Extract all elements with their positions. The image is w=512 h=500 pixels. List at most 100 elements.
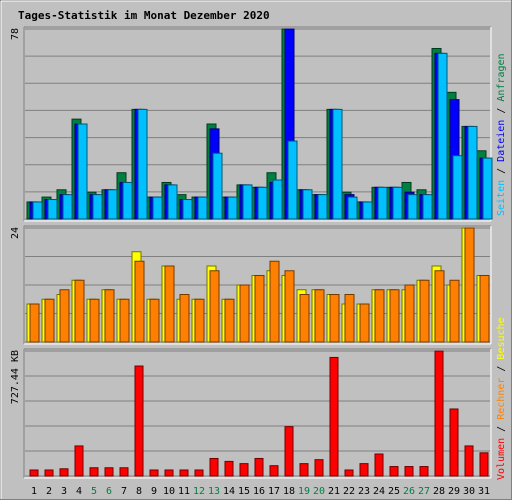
legend-volumen: Volumen <box>496 438 507 480</box>
legend-besuche: Besuche <box>496 317 507 359</box>
bar-rechner-day-8: 8: 17 <box>134 260 145 343</box>
bar-seiten-day-23: 23: 7 <box>362 201 373 220</box>
bar-rechner-day-5: 5: 9 <box>89 298 100 343</box>
x-tick-day-28: 28 <box>433 486 445 497</box>
bar-rechner-day-11: 11: 10 <box>179 294 190 343</box>
series-rechner: 1: 8 2: 9 3: 11 4: 13 5: 9 6: 11 7: 9 8: 17 9: 9… <box>29 227 490 343</box>
x-tick-day-7: 7 <box>121 486 127 497</box>
bar-seiten-day-4: 4: 39 <box>77 123 88 220</box>
chart-title: Tages-Statistik im Monat Dezember 2020 <box>18 9 270 22</box>
x-tick-day-4: 4 <box>76 486 82 497</box>
bar-seiten-day-20: 20: 10 <box>317 194 328 220</box>
bar-volumen-day-28: 28: 727 <box>434 350 444 477</box>
x-tick-day-21: 21 <box>328 486 340 497</box>
bar-rechner-day-16: 16: 14 <box>254 275 265 343</box>
bar-seiten-day-19: 19: 12 <box>302 189 313 220</box>
panel-hits: 781: 72: 93: 124: 415: 116: 127: 198: 45… <box>10 26 493 222</box>
bar-volumen-day-27: 27: 55 <box>419 466 429 477</box>
series-seiten: 1: 7 2: 8 3: 10 4: 39 5: 10 6: 12 7: 15 8: 45 9:… <box>32 52 493 220</box>
series-volumen: 1: 35 2: 35 3: 42 4: 175 5: 48 6: 48 7: 48 8: 6… <box>29 350 489 477</box>
x-tick-day-12: 12 <box>193 486 205 497</box>
bar-rechner-day-1: 1: 8 <box>29 303 40 343</box>
legend-volume-visits: Volumen / Rechner / Besuche <box>496 317 507 480</box>
bar-seiten-day-6: 6: 12 <box>107 189 118 220</box>
bar-seiten-day-3: 3: 10 <box>62 194 73 220</box>
bar-volumen-day-6: 6: 48 <box>104 467 114 477</box>
panels: 781: 72: 93: 124: 415: 116: 127: 198: 45… <box>10 26 493 479</box>
x-tick-day-17: 17 <box>268 486 280 497</box>
x-tick-day-2: 2 <box>46 486 52 497</box>
x-tick-day-9: 9 <box>151 486 157 497</box>
bar-rechner-day-27: 27: 13 <box>419 279 430 343</box>
x-tick-day-31: 31 <box>478 486 490 497</box>
bar-volumen-day-9: 9: 35 <box>149 469 159 477</box>
bar-seiten-day-24: 24: 13 <box>377 186 388 220</box>
bar-seiten-day-8: 8: 45 <box>137 108 148 220</box>
bar-seiten-day-27: 27: 10 <box>422 194 433 220</box>
x-tick-day-1: 1 <box>31 486 37 497</box>
x-tick-day-8: 8 <box>136 486 142 497</box>
bar-volumen-day-30: 30: 175 <box>464 445 474 477</box>
bar-volumen-day-1: 1: 35 <box>29 469 39 477</box>
legend-separator: / <box>496 102 507 120</box>
legend-separator: / <box>496 360 507 378</box>
bar-rechner-day-22: 22: 10 <box>344 294 355 343</box>
bar-rechner-day-12: 12: 9 <box>194 298 205 343</box>
x-tick-day-19: 19 <box>298 486 310 497</box>
bar-volumen-day-10: 10: 35 <box>164 469 174 477</box>
bar-volumen-day-15: 15: 72 <box>239 463 249 477</box>
bar-rechner-day-7: 7: 9 <box>119 298 130 343</box>
bar-seiten-day-29: 29: 26 <box>452 155 463 220</box>
bar-seiten-day-30: 30: 38 <box>467 125 478 220</box>
bar-rechner-day-3: 3: 11 <box>59 289 70 343</box>
x-tick-day-26: 26 <box>403 486 415 497</box>
x-tick-day-29: 29 <box>448 486 460 497</box>
bar-seiten-day-13: 13: 27 <box>212 152 223 220</box>
legend-anfragen: Anfragen <box>496 53 507 101</box>
x-tick-day-27: 27 <box>418 486 430 497</box>
bar-rechner-day-2: 2: 9 <box>44 298 55 343</box>
bar-seiten-day-26: 26: 10 <box>407 194 418 220</box>
bar-rechner-day-17: 17: 17 <box>269 260 280 343</box>
bar-rechner-day-15: 15: 12 <box>239 284 250 343</box>
bar-seiten-day-17: 17: 16 <box>272 179 283 220</box>
bar-seiten-day-11: 11: 8 <box>182 199 193 220</box>
legend-dateien: Dateien <box>496 120 507 162</box>
bar-seiten-day-28: 28: 68 <box>437 52 448 220</box>
bar-rechner-day-9: 9: 9 <box>149 298 160 343</box>
bar-rechner-day-28: 28: 15 <box>434 270 445 343</box>
bar-volumen-day-4: 4: 175 <box>74 445 84 477</box>
legend-right: Seiten / Dateien / Anfragen Volumen / Rec… <box>496 53 507 480</box>
x-tick-day-6: 6 <box>106 486 112 497</box>
bar-volumen-day-11: 11: 35 <box>179 469 189 477</box>
bar-rechner-day-25: 25: 11 <box>389 289 400 343</box>
legend-hits: Seiten / Dateien / Anfragen <box>496 53 507 216</box>
y-axis-max-label: 78 <box>10 28 21 40</box>
legend-seiten: Seiten <box>496 180 507 216</box>
bar-seiten-day-10: 10: 14 <box>167 184 178 220</box>
bar-volumen-day-25: 25: 55 <box>389 466 399 477</box>
legend-separator: / <box>496 162 507 180</box>
bar-volumen-day-24: 24: 128 <box>374 453 384 477</box>
bar-volumen-day-8: 8: 640 <box>134 365 144 477</box>
x-tick-day-16: 16 <box>253 486 265 497</box>
panel-volume: 727.44 KB 1: 35 2: 35 3: 42 4: 175 5: 48 6: 48… <box>10 348 492 479</box>
bar-volumen-day-26: 26: 55 <box>404 466 414 477</box>
bar-volumen-day-23: 23: 72 <box>359 463 369 477</box>
bar-volumen-day-20: 20: 95 <box>314 459 324 477</box>
bar-volumen-day-21: 21: 690 <box>329 356 339 477</box>
x-tick-day-5: 5 <box>91 486 97 497</box>
bar-seiten-day-22: 22: 9 <box>347 196 358 220</box>
bar-rechner-day-26: 26: 12 <box>404 284 415 343</box>
legend-separator: / <box>496 420 507 438</box>
bar-rechner-day-31: 31: 14 <box>479 275 490 343</box>
x-tick-day-25: 25 <box>388 486 400 497</box>
bar-rechner-day-24: 24: 11 <box>374 289 385 343</box>
bar-volumen-day-2: 2: 35 <box>44 469 54 477</box>
bar-volumen-day-14: 14: 85 <box>224 460 234 477</box>
y-axis-max-label: 24 <box>10 227 21 239</box>
bar-seiten-day-18: 18: 32 <box>287 140 298 220</box>
bar-volumen-day-5: 5: 48 <box>89 467 99 477</box>
